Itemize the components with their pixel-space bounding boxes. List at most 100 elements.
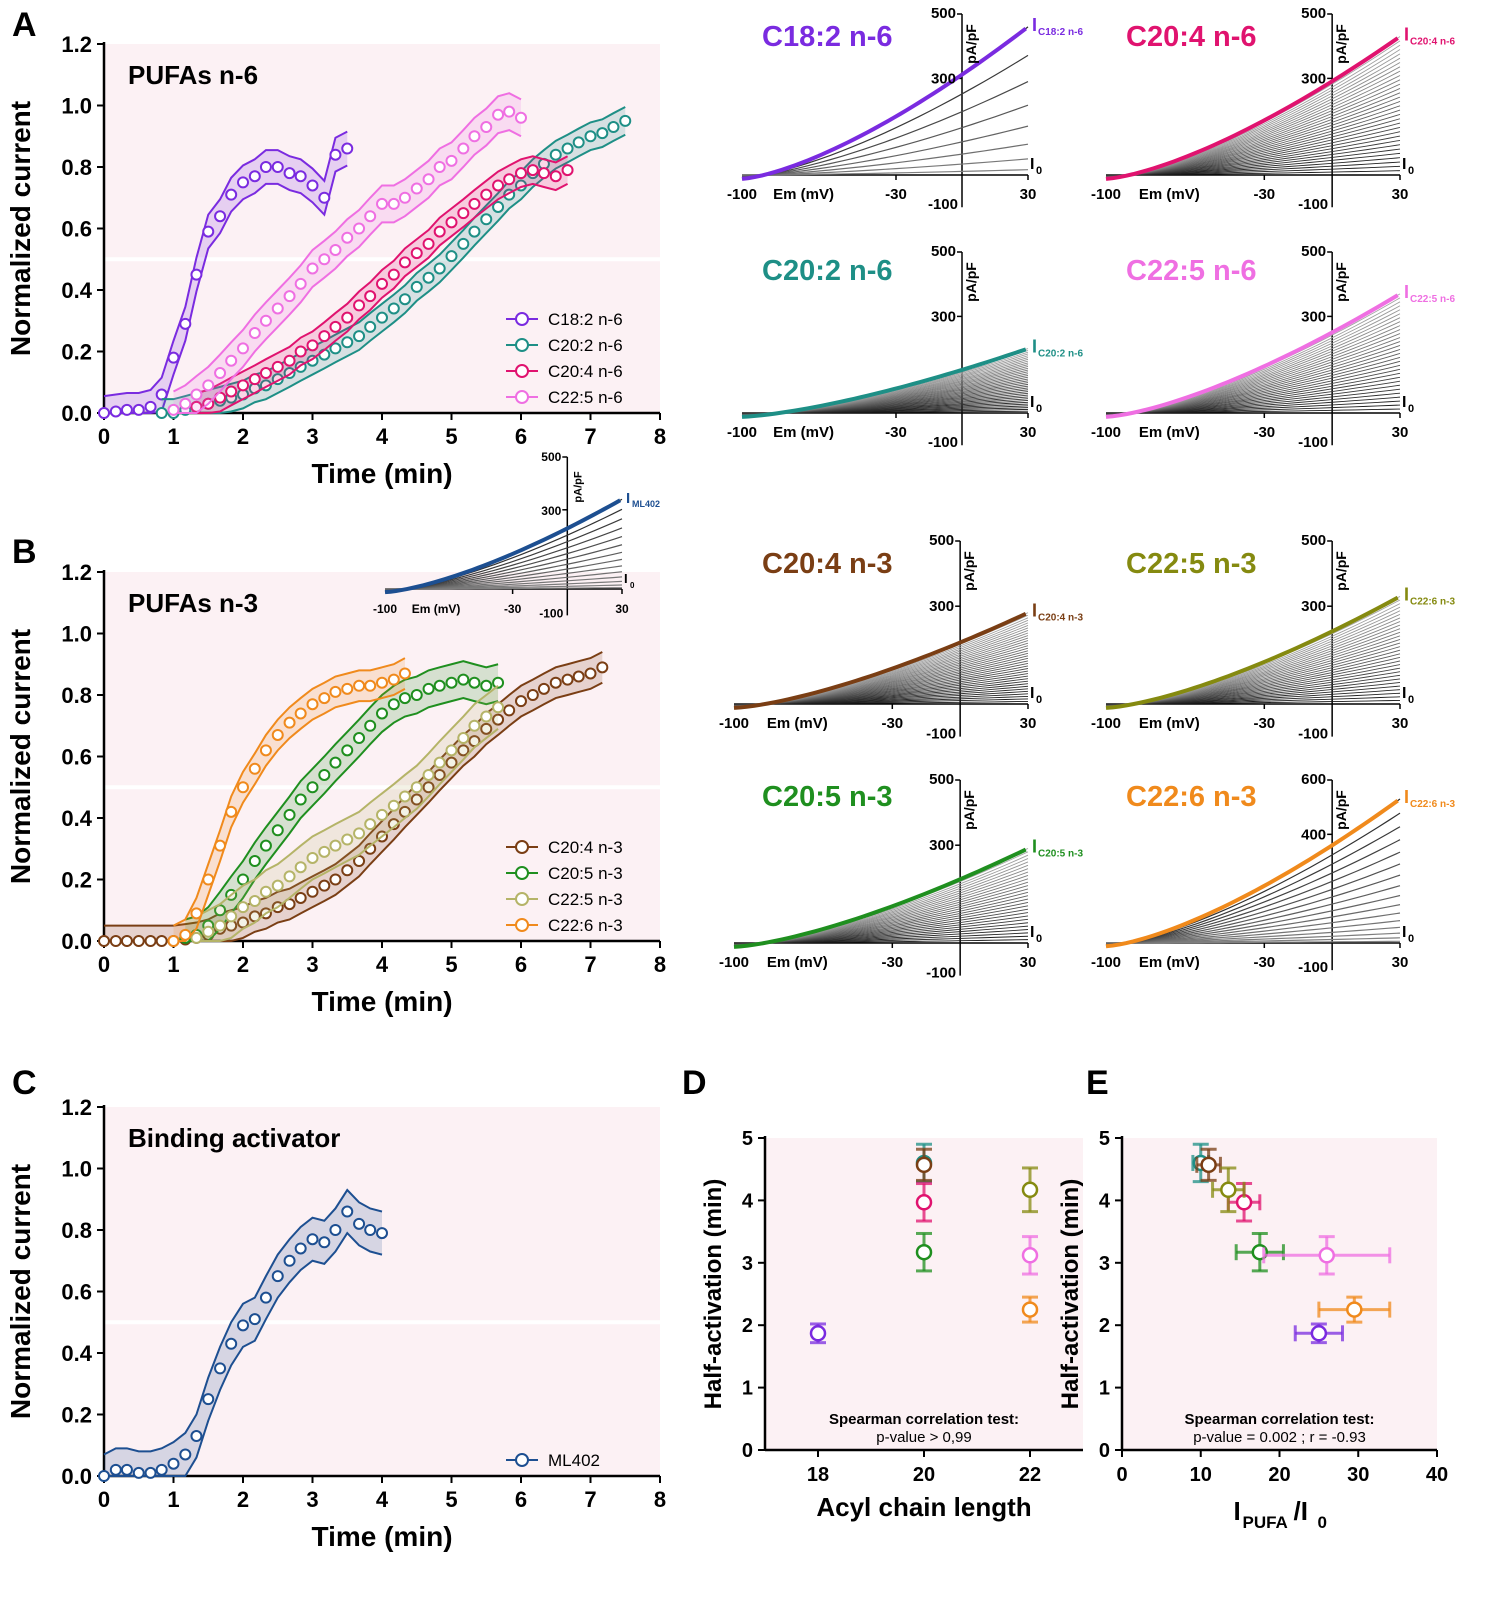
iv-imax-subscript: C20:4 n-6 xyxy=(1410,37,1455,48)
data-point xyxy=(398,667,411,680)
iv-curve-family xyxy=(733,612,1029,709)
data-point xyxy=(259,744,272,757)
data-point xyxy=(596,127,609,140)
y-tick-label: 1.0 xyxy=(61,94,92,119)
y-tick-label: 4 xyxy=(742,1190,754,1212)
data-point xyxy=(306,339,319,352)
iv-y-mid-label: 300 xyxy=(929,837,954,854)
x-tick-label: 1 xyxy=(167,424,179,449)
data-point xyxy=(259,367,272,380)
data-point xyxy=(1021,1247,1039,1264)
data-point xyxy=(364,290,377,303)
data-point xyxy=(457,732,470,745)
data-point xyxy=(353,222,366,235)
data-point-group xyxy=(1317,1295,1392,1324)
error-band xyxy=(196,685,499,941)
iv-imax-subscript: C18:2 n-6 xyxy=(1038,27,1083,38)
data-point xyxy=(214,904,227,917)
iv-title: C22:5 n-6 xyxy=(1126,255,1257,287)
x-tick-label: 6 xyxy=(515,1487,527,1512)
iv-y-bottom-label: -100 xyxy=(1298,726,1328,743)
data-point xyxy=(214,1362,227,1375)
data-point xyxy=(248,327,261,340)
iv-y-top-label: 600 xyxy=(1301,771,1326,788)
panel-d: 18 20 22 0 1 2 3 4 5 Half-activation (min) Acyl ch… xyxy=(700,1128,1083,1522)
data-point xyxy=(259,161,272,173)
plot-background xyxy=(104,1107,660,1476)
iv-x-mid-label: -30 xyxy=(1253,424,1275,441)
data-point xyxy=(120,1463,133,1476)
data-point xyxy=(109,1463,122,1476)
iv-curve-family xyxy=(1105,36,1401,180)
series-ml402 xyxy=(98,1188,388,1482)
data-point xyxy=(329,756,342,769)
data-point xyxy=(248,762,261,775)
y-tick-label: 1 xyxy=(1099,1378,1110,1400)
iv-title: C20:4 n-3 xyxy=(762,548,893,580)
iv-title: C20:2 n-6 xyxy=(762,255,893,287)
x-tick-label: 0 xyxy=(98,424,110,449)
iv-control-trace xyxy=(1105,317,1401,417)
data-point xyxy=(445,154,458,167)
x-tick-label: 4 xyxy=(376,1487,389,1512)
data-point xyxy=(584,130,597,143)
iv-max-trace xyxy=(1105,293,1399,419)
panel-letters: A B C D E xyxy=(12,6,1109,1102)
data-point xyxy=(364,210,377,223)
y-tick-label: 1.2 xyxy=(61,1095,92,1120)
data-point xyxy=(364,719,377,732)
data-point xyxy=(144,1466,157,1479)
data-point xyxy=(445,744,458,757)
panel-letter-e: E xyxy=(1086,1064,1109,1102)
x-tick-label: 8 xyxy=(654,952,666,977)
x-axis-title-subscript: PUFA xyxy=(1243,1513,1288,1532)
data-point xyxy=(376,277,388,290)
band-lower xyxy=(185,697,499,942)
legend-label: ML402 xyxy=(548,1451,600,1470)
series-c20-4-n-6 xyxy=(190,155,574,414)
x-tick-label: 22 xyxy=(1019,1464,1041,1486)
iv-y-unit: pA/pF xyxy=(572,471,584,502)
x-tick-label: 4 xyxy=(376,424,389,449)
iv-imax-letter: I xyxy=(1032,601,1037,621)
data-point xyxy=(480,213,493,226)
band-upper xyxy=(196,155,569,394)
iv-title: C20:4 n-6 xyxy=(1126,21,1257,53)
data-point xyxy=(167,351,180,364)
x-axis-title: Acyl chain length xyxy=(816,1492,1031,1522)
x-tick-label: 5 xyxy=(445,952,457,977)
data-point xyxy=(387,197,400,210)
iv-x-right-label: 30 xyxy=(1392,715,1409,732)
data-point xyxy=(225,354,238,367)
data-point xyxy=(480,188,493,201)
data-point xyxy=(190,388,203,401)
iv-control-trace xyxy=(1105,863,1401,946)
data-point xyxy=(341,231,354,244)
legend-swatch-marker xyxy=(515,338,529,352)
y-axis-title: Half-activation (min) xyxy=(700,1179,727,1410)
data-point xyxy=(202,873,215,886)
data-point-group xyxy=(915,1182,933,1223)
iv-y-top-label: 500 xyxy=(931,243,956,260)
y-tick-label: 0.0 xyxy=(61,401,92,426)
data-point xyxy=(1318,1247,1335,1264)
data-point xyxy=(329,244,342,257)
x-tick-label: 2 xyxy=(237,952,249,977)
data-point xyxy=(318,191,331,204)
panel-letter-d: D xyxy=(682,1064,707,1102)
iv-x-axis-title: Em (mV) xyxy=(773,186,834,203)
data-point xyxy=(492,676,505,689)
data-point xyxy=(248,895,261,908)
iv-izero-subscript: 0 xyxy=(1408,694,1414,706)
iv-max-trace xyxy=(1105,799,1399,949)
iv-x-axis-title: Em (mV) xyxy=(1139,424,1200,441)
iv-x-right-label: 30 xyxy=(1392,186,1409,203)
iv-izero-letter: I xyxy=(1402,924,1406,941)
data-point-group xyxy=(1021,1295,1039,1324)
data-point xyxy=(329,320,342,333)
data-point xyxy=(445,676,458,689)
panel-letter-c: C xyxy=(12,1064,37,1102)
y-tick-label: 0 xyxy=(742,1440,753,1462)
